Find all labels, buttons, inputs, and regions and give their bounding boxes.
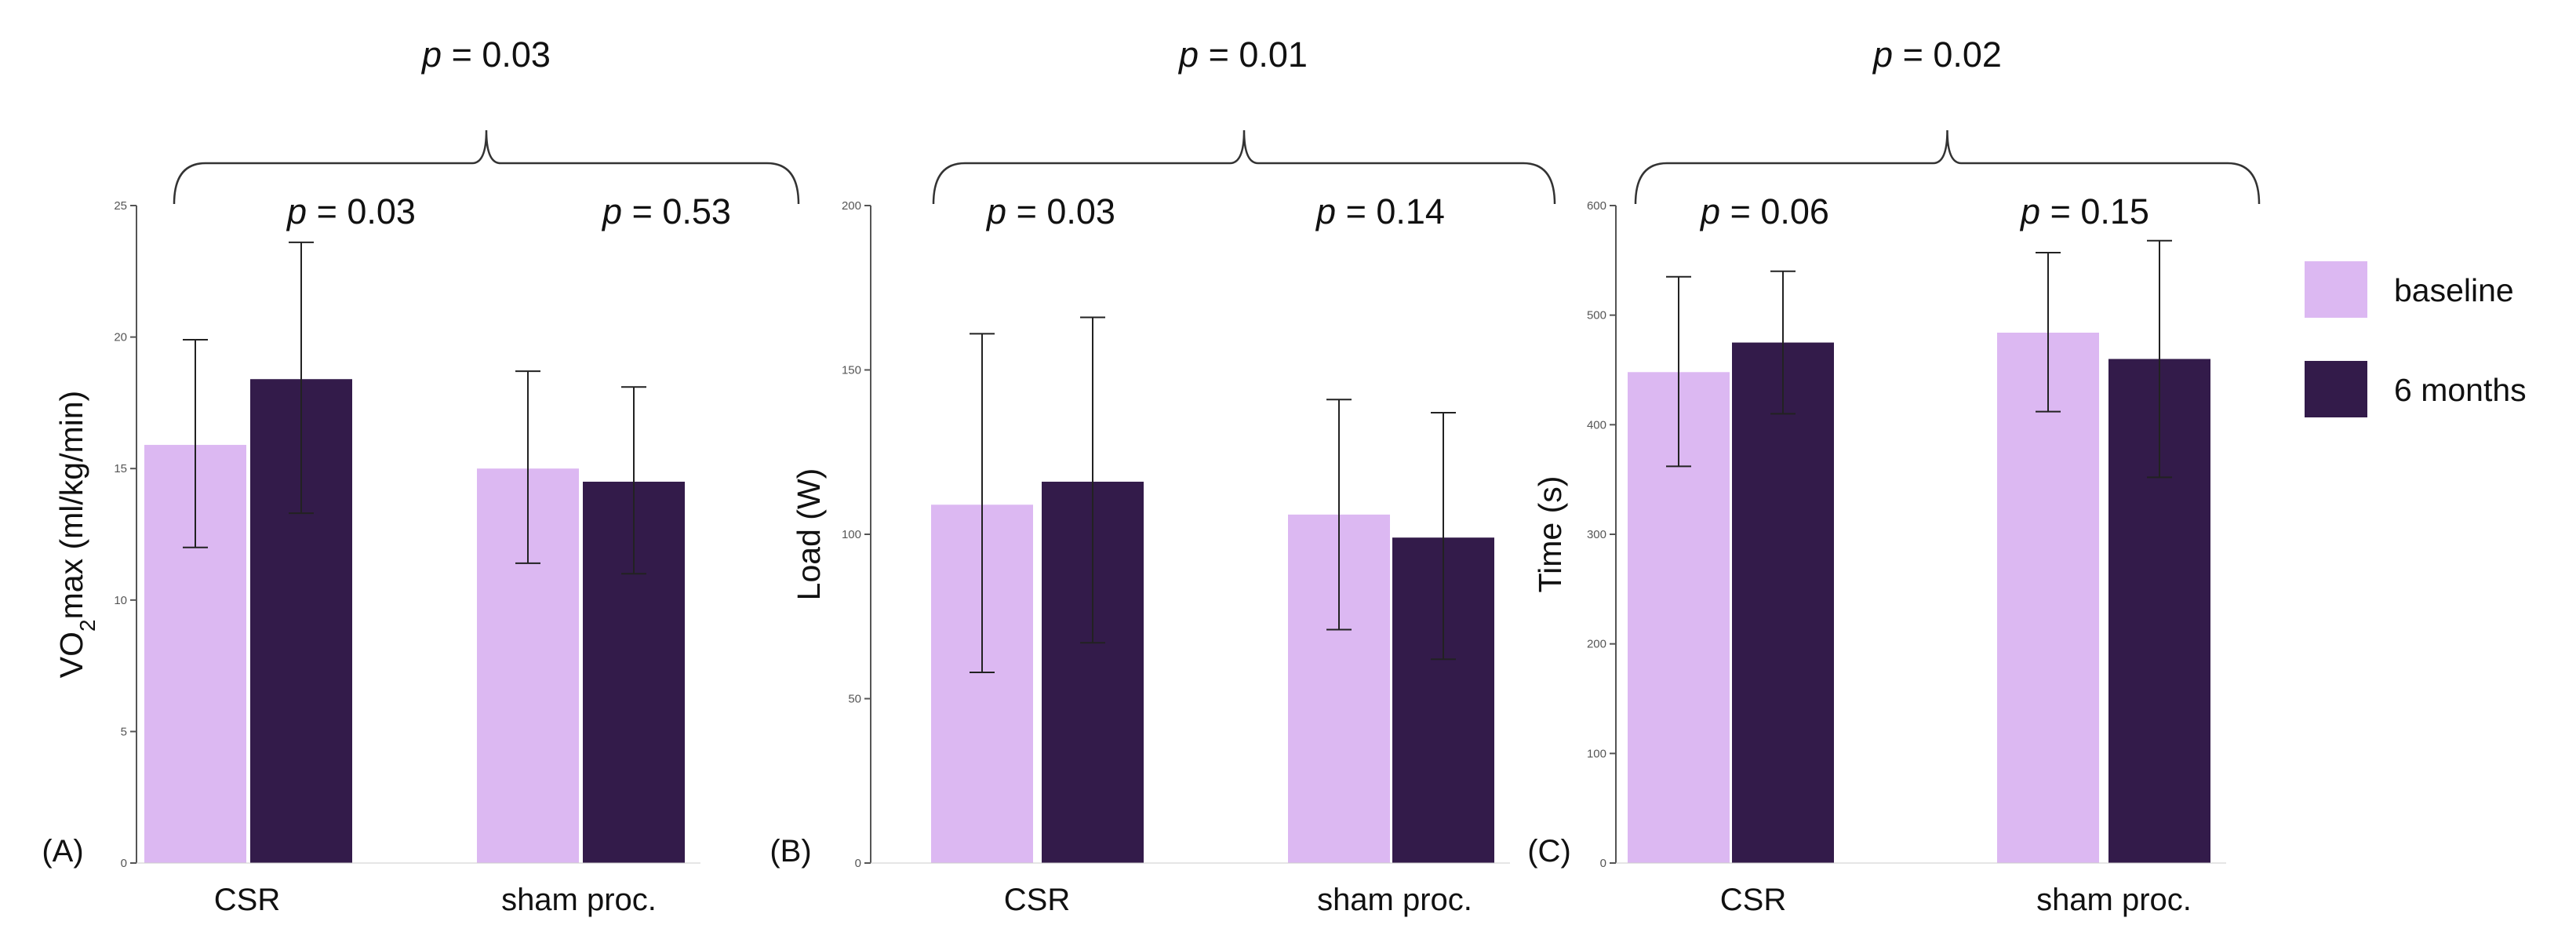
error-bar <box>1666 275 1691 468</box>
p-value-overall: p = 0.01 <box>1177 35 1308 75</box>
y-tick-label: 400 <box>1587 418 1606 432</box>
legend: baseline 6 months <box>2305 261 2527 417</box>
significance-brace <box>173 129 800 205</box>
category-label: sham proc. <box>2036 883 2192 917</box>
y-tick-label: 15 <box>114 462 127 475</box>
p-symbol: p <box>1872 35 1893 75</box>
y-axis-title-part: Load (W) <box>791 468 827 601</box>
p-symbol: p <box>1177 35 1199 75</box>
y-tick-label: 10 <box>114 594 127 607</box>
category-label: sham proc. <box>1317 883 1472 917</box>
legend-swatch-1 <box>2305 261 2367 318</box>
p-symbol: p <box>420 35 442 75</box>
p-value-overall: p = 0.03 <box>420 35 551 75</box>
p-value: = 0.53 <box>622 191 731 231</box>
chart-panel-1: 0 5 10 15 20 25 CSR sham proc. VO2max (ml/kg/min… <box>42 35 800 917</box>
legend-label: baseline <box>2394 272 2514 308</box>
y-tick-label: 200 <box>1587 638 1606 651</box>
p-value-group: p = 0.53 <box>601 191 731 231</box>
significance-brace <box>932 129 1556 205</box>
p-value: = 0.03 <box>1006 191 1115 231</box>
y-tick-label: 0 <box>121 857 127 870</box>
error-bar <box>1326 399 1352 631</box>
p-value-group: p = 0.03 <box>985 191 1115 231</box>
p-value: = 0.14 <box>1336 191 1445 231</box>
p-symbol: p <box>286 191 307 231</box>
panel-letter: (B) <box>770 834 811 869</box>
error-bar <box>621 386 646 575</box>
bar-baseline-sham-proc- <box>1997 333 2099 864</box>
error-bar <box>289 241 314 515</box>
y-tick-label: 0 <box>855 857 861 870</box>
chart-panel-3: 0 100 200 300 400 500 600 CSR sham proc. Time (s)… <box>1527 35 2261 917</box>
legend-label: 6 months <box>2394 372 2527 408</box>
y-axis-title-part: max (ml/kg/min) <box>53 391 89 620</box>
p-value-group: p = 0.15 <box>2019 191 2149 231</box>
p-symbol: p <box>1699 191 1720 231</box>
y-tick-label: 50 <box>848 693 861 706</box>
p-symbol: p <box>1315 191 1336 231</box>
y-tick-label: 20 <box>114 331 127 344</box>
p-value: = 0.03 <box>307 191 416 231</box>
p-value: = 0.03 <box>442 35 551 75</box>
y-tick-label: 25 <box>114 199 127 213</box>
y-tick-label: 100 <box>1587 747 1606 760</box>
y-axis-title-subscript: 2 <box>75 619 100 632</box>
p-value-overall: p = 0.02 <box>1872 35 2002 75</box>
p-symbol: p <box>985 191 1006 231</box>
error-bar <box>515 370 540 564</box>
p-symbol: p <box>601 191 622 231</box>
p-symbol: p <box>2019 191 2040 231</box>
category-label: CSR <box>214 883 280 917</box>
p-value: = 0.01 <box>1199 35 1308 75</box>
panel-letter: (A) <box>42 834 83 869</box>
bar-6-months-CSR <box>1732 342 1834 863</box>
p-value: = 0.06 <box>1720 191 1829 231</box>
error-bar <box>1770 270 1796 415</box>
y-tick-label: 5 <box>121 725 127 738</box>
category-label: CSR <box>1004 883 1070 917</box>
p-value-group: p = 0.06 <box>1699 191 1829 231</box>
y-tick-label: 200 <box>842 199 861 213</box>
y-tick-label: 100 <box>842 528 861 541</box>
y-axis-title: VO2max (ml/kg/min) <box>53 391 100 678</box>
y-axis-title: Time (s) <box>1532 476 1568 593</box>
p-value-group: p = 0.14 <box>1315 191 1445 231</box>
p-value-group: p = 0.03 <box>286 191 416 231</box>
y-axis-title-part: Time (s) <box>1532 476 1568 593</box>
error-bar <box>970 333 995 673</box>
y-axis-title-part: VO <box>53 632 89 678</box>
error-bar <box>1080 316 1105 644</box>
y-axis-title: Load (W) <box>791 468 827 601</box>
category-label: CSR <box>1720 883 1786 917</box>
error-bar <box>2036 252 2061 413</box>
panel-letter: (C) <box>1527 834 1571 869</box>
error-bar <box>2147 239 2172 479</box>
significance-brace <box>1634 129 2261 205</box>
category-label: sham proc. <box>501 883 657 917</box>
y-tick-label: 300 <box>1587 528 1606 541</box>
chart-panel-2: 0 50 100 150 200 CSR sham proc. Load (W) (B) p = … <box>770 35 1556 917</box>
y-tick-label: 0 <box>1600 857 1606 870</box>
p-value: = 0.02 <box>1893 35 2002 75</box>
error-bar <box>183 338 208 548</box>
y-tick-label: 600 <box>1587 199 1606 213</box>
y-tick-label: 150 <box>842 364 861 377</box>
legend-swatch-2 <box>2305 361 2367 417</box>
y-tick-label: 500 <box>1587 309 1606 322</box>
p-value: = 0.15 <box>2040 191 2149 231</box>
error-bar <box>1431 411 1456 661</box>
